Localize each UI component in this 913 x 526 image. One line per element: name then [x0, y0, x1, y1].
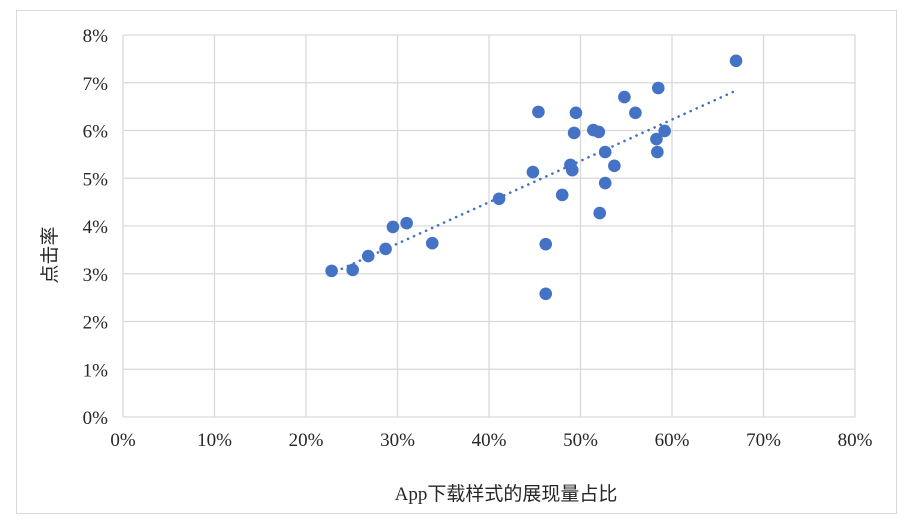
y-tick-label: 2%: [83, 313, 109, 334]
y-axis-title: 点击率: [39, 226, 61, 283]
data-point: [346, 263, 359, 277]
data-point: [567, 126, 581, 140]
x-tick-label: 50%: [563, 430, 598, 451]
x-tick-label: 10%: [197, 430, 232, 451]
y-tick-label: 5%: [83, 169, 109, 190]
x-tick-label: 30%: [380, 430, 415, 451]
data-point: [658, 124, 671, 138]
trendline: [328, 90, 735, 276]
data-point: [386, 220, 400, 234]
gridlines: [122, 34, 856, 418]
data-point: [651, 81, 665, 95]
chart-frame: [16, 10, 897, 514]
y-tick-label: 0%: [83, 408, 109, 429]
x-tick-label: 40%: [472, 430, 507, 451]
data-point: [492, 192, 506, 206]
data-point: [650, 132, 663, 146]
data-point: [526, 165, 540, 179]
linear-trendline: [328, 90, 735, 276]
data-point: [361, 249, 375, 263]
data-point: [598, 145, 612, 159]
data-point: [593, 206, 607, 220]
y-tick-label: 1%: [83, 360, 109, 381]
x-tick-label: 20%: [289, 430, 324, 451]
y-tick-label: 8%: [83, 26, 109, 47]
data-point: [598, 176, 612, 190]
x-tick-label: 80%: [838, 430, 873, 451]
data-point: [729, 54, 743, 68]
data-point: [425, 236, 439, 250]
data-point: [565, 163, 579, 177]
y-tick-label: 6%: [83, 122, 109, 143]
data-point: [651, 145, 664, 159]
data-point: [555, 188, 569, 202]
y-axis-tick-labels: 0% 1% 2% 3% 4% 5% 6% 7% 8%: [83, 26, 109, 429]
data-point: [325, 264, 338, 278]
x-axis-title: App下载样式的展现量占比: [395, 483, 618, 505]
x-tick-label: 0%: [110, 430, 136, 451]
data-point: [400, 216, 413, 230]
data-point: [629, 106, 642, 120]
x-tick-label: 60%: [655, 430, 690, 451]
data-points: [325, 54, 743, 301]
data-point: [608, 159, 621, 173]
x-axis-tick-labels: 0% 10% 20% 30% 40% 50% 60% 70% 80%: [110, 430, 872, 451]
data-point: [569, 106, 583, 120]
y-tick-label: 4%: [83, 217, 109, 238]
data-point: [592, 125, 606, 139]
x-tick-label: 70%: [746, 430, 781, 451]
data-point: [379, 242, 392, 256]
data-point: [539, 287, 553, 301]
data-point: [618, 90, 631, 104]
data-point: [539, 237, 553, 251]
y-tick-label: 7%: [83, 74, 109, 95]
y-tick-label: 3%: [83, 265, 109, 286]
data-point: [532, 105, 545, 119]
